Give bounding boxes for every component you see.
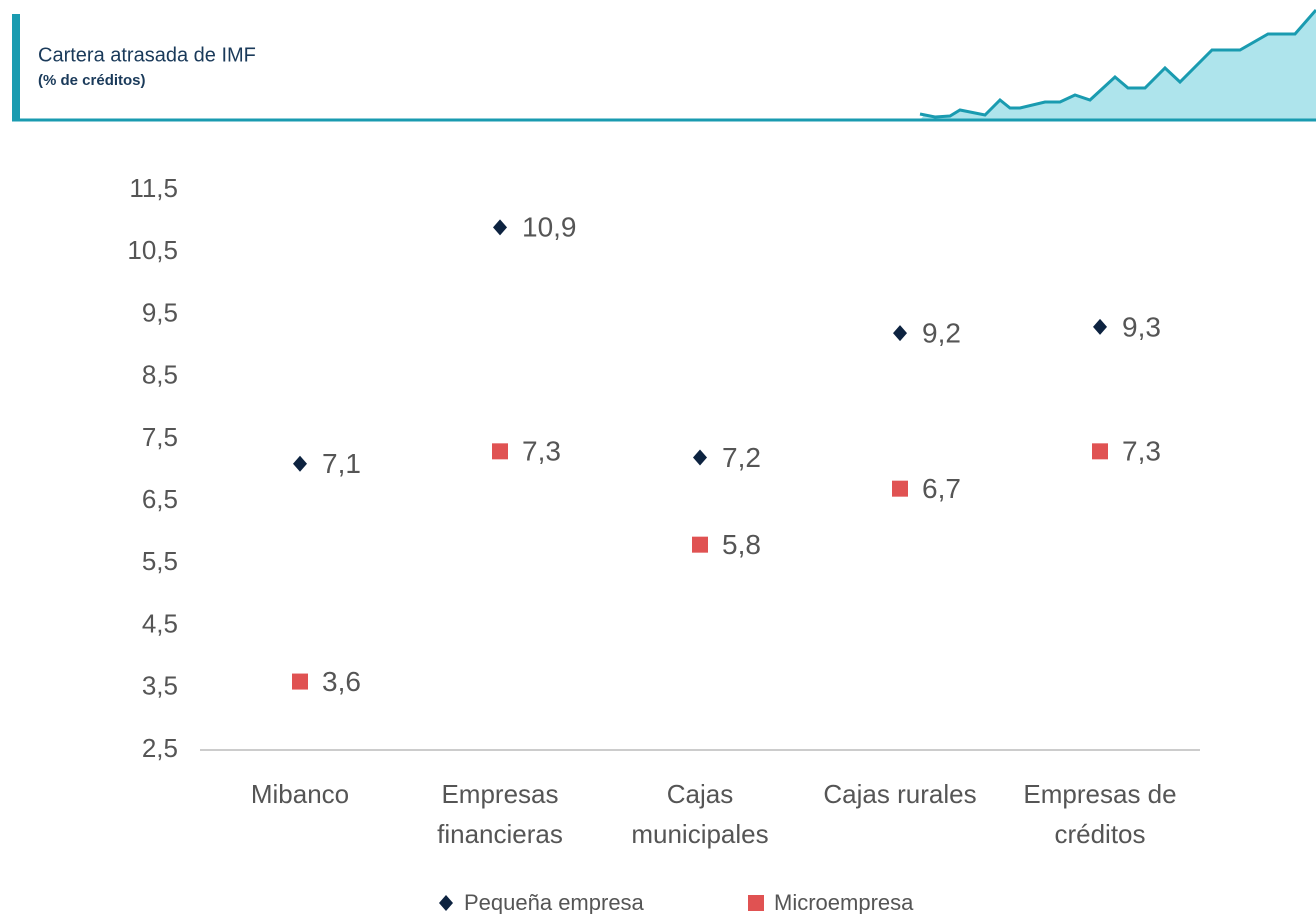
point xyxy=(293,455,307,472)
header-decoration-line xyxy=(919,9,1316,119)
point xyxy=(692,536,708,553)
y-tick-label: 10,5 xyxy=(127,235,178,265)
point xyxy=(1092,443,1108,460)
legend-label: Microempresa xyxy=(774,890,914,914)
data-label: 7,3 xyxy=(522,436,561,467)
x-tick-label: Empresas de créditos xyxy=(1023,779,1177,849)
chart-subtitle: (% de créditos) xyxy=(38,72,146,89)
legend-marker xyxy=(439,895,453,911)
data-label: 5,8 xyxy=(722,529,761,560)
data-label: 3,6 xyxy=(322,666,361,697)
legend-label: Pequeña empresa xyxy=(464,890,645,914)
data-label: 7,1 xyxy=(322,448,361,479)
y-tick-label: 9,5 xyxy=(142,297,178,327)
data-label: 7,3 xyxy=(1122,436,1161,467)
y-tick-label: 7,5 xyxy=(142,422,178,452)
y-tick-label: 3,5 xyxy=(142,671,178,701)
y-tick-label: 4,5 xyxy=(142,608,178,638)
data-label: 7,2 xyxy=(722,442,761,473)
point xyxy=(292,673,308,690)
y-tick-label: 5,5 xyxy=(142,546,178,576)
y-tick-label: 8,5 xyxy=(142,360,178,390)
y-tick-label: 6,5 xyxy=(142,484,178,514)
point xyxy=(1093,318,1107,335)
point xyxy=(492,443,508,460)
legend-marker xyxy=(748,895,764,911)
point xyxy=(493,219,507,236)
data-label: 10,9 xyxy=(522,212,577,243)
header-decoration xyxy=(920,10,1316,120)
x-tick-label: Empresas financieras xyxy=(437,779,563,849)
x-tick-label: Mibanco xyxy=(250,779,350,809)
header-bar xyxy=(12,14,20,120)
point xyxy=(893,325,907,342)
data-label: 9,3 xyxy=(1122,311,1161,342)
x-tick-label: Cajas rurales xyxy=(823,779,977,809)
y-tick-label: 11,5 xyxy=(129,173,178,203)
x-tick-label: Cajas municipales xyxy=(631,779,769,849)
data-label: 6,7 xyxy=(922,473,961,504)
point xyxy=(693,449,707,466)
y-tick-label: 2,5 xyxy=(142,733,178,763)
data-label: 9,2 xyxy=(922,318,961,349)
point xyxy=(892,480,908,497)
chart-title: Cartera atrasada de IMF xyxy=(38,44,256,66)
